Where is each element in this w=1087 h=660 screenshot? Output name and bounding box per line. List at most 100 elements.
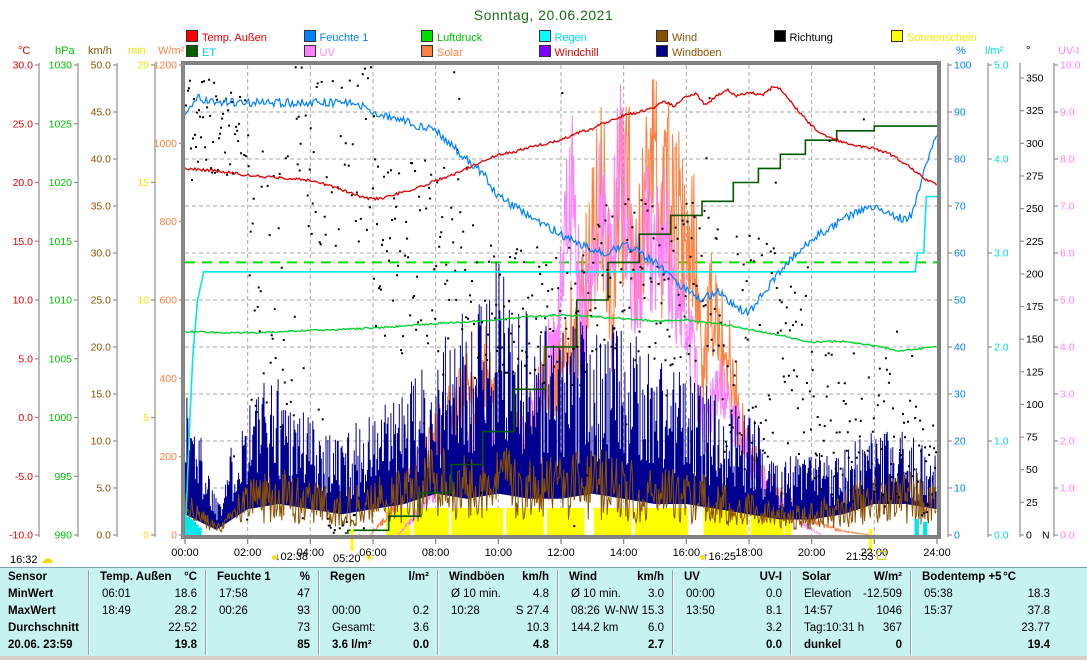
series-regen-bar (914, 519, 919, 535)
legend-item-wind: Wind (656, 30, 697, 44)
cell-time: 10:28 (451, 605, 480, 617)
sensor-summary-table: Sensor MinWert MaxWert Durchschnitt 20.06. 2… (0, 567, 1087, 657)
cell-value: 73 (297, 622, 310, 634)
svg-text:125: 125 (1026, 366, 1044, 378)
svg-text:90: 90 (954, 107, 966, 119)
sunset-time: 21:53 (846, 551, 886, 563)
cell-value: 4.8 (533, 639, 549, 651)
col-header: Windböen (449, 571, 505, 583)
cell-value: 28.2 (174, 605, 197, 617)
x-tick-label: 20:00 (798, 547, 826, 559)
x-tick-label: 16:00 (673, 547, 701, 559)
cell-value: 18.3 (1027, 588, 1050, 600)
cell-time: Tag:10:31 h (804, 622, 865, 634)
cell-time: Elevation (804, 588, 852, 600)
cell-value: 10.3 (526, 622, 549, 634)
cell-time: 13:50 (686, 605, 715, 617)
x-tick-label: 24:00 (923, 547, 951, 559)
col-unit: °C (184, 571, 197, 583)
axis-min: min 20 15 10 5 0 (128, 45, 156, 542)
svg-text:40: 40 (954, 342, 966, 354)
series-regen-bar (194, 524, 199, 535)
svg-text:0.0: 0.0 (18, 412, 33, 424)
svg-text:5.0: 5.0 (994, 60, 1009, 72)
sunrise-icon: ☀ (363, 551, 375, 565)
cell-value: 19.4 (1027, 639, 1050, 651)
series-wind (185, 447, 937, 533)
weather-chart: °C 30.0 25.0 20.0 15.0 10.0 5.0 0.0 -5.0 -10.0 hPa… (9, 45, 1081, 559)
legend-item-windchill: Windchill (538, 45, 599, 59)
x-tick-label: 00:00 (171, 547, 199, 559)
x-tick-label: 10:00 (485, 547, 513, 559)
table-column-separator (790, 570, 792, 655)
row-label: 20.06. 23:59 (8, 639, 73, 651)
axis-UVI: UV-I 10.0 9.0 8.0 7.0 6.0 5.0 4.0 3.0 2.0 1.0 0.0 (1053, 45, 1081, 542)
col-unit: W/m² (873, 571, 902, 583)
svg-text:3.0: 3.0 (994, 248, 1009, 260)
cell-time: 144.2 km (571, 622, 619, 634)
svg-text:°: ° (1026, 45, 1030, 57)
svg-text:30: 30 (954, 389, 966, 401)
arrow-down-icon: ↓ (275, 551, 281, 563)
cell-time: 00:00 (332, 605, 361, 617)
svg-text:4.0: 4.0 (994, 154, 1009, 166)
sun-axis-marker (350, 529, 354, 551)
svg-text:200: 200 (159, 451, 177, 463)
legend-swatch-icon (891, 30, 903, 42)
table-column-separator (437, 570, 439, 655)
svg-text:600: 600 (159, 295, 177, 307)
cell-value: 2.7 (648, 639, 664, 651)
x-tick-label: 12:00 (547, 547, 575, 559)
svg-text:40.0: 40.0 (91, 154, 112, 166)
svg-text:9.0: 9.0 (1060, 107, 1075, 119)
svg-text:60: 60 (954, 248, 966, 260)
svg-text:UV-I: UV-I (1058, 45, 1079, 57)
legend-item-richtung: Richtung (773, 30, 833, 44)
cell-time: 08:26 (571, 605, 600, 617)
cell-value: 6.0 (648, 622, 664, 634)
svg-text:1010: 1010 (49, 295, 73, 307)
svg-text:1000: 1000 (49, 412, 73, 424)
svg-text:75: 75 (1026, 432, 1038, 444)
svg-text:50.0: 50.0 (91, 60, 112, 72)
table-column-separator (557, 570, 559, 655)
axis-Wm: W/m² 1200 1000 800 600 400 200 0 (154, 45, 185, 542)
svg-text:45.0: 45.0 (91, 107, 112, 119)
table-column-separator (910, 570, 912, 655)
cell-value: 0 (895, 639, 902, 651)
svg-text:15: 15 (137, 177, 149, 189)
axis-lm: l/m² 5.0 4.0 3.0 2.0 1.0 0.0 (985, 45, 1009, 542)
series-regen-bar (922, 521, 928, 535)
svg-text:10: 10 (954, 483, 966, 495)
cell-value: 3.2 (766, 622, 782, 634)
svg-text:25.0: 25.0 (13, 118, 34, 130)
arrow-up-icon: ↑ (703, 551, 709, 563)
series-uv (397, 84, 822, 535)
x-tick-label: 18:00 (735, 547, 763, 559)
col-unit: km/h (637, 571, 664, 583)
svg-text:km/h: km/h (88, 45, 112, 57)
cell-value: 367 (882, 622, 902, 634)
col-header: Temp. Außen (100, 571, 172, 583)
svg-text:5.0: 5.0 (1060, 295, 1075, 307)
page-title: Sonntag, 20.06.2021 (473, 7, 614, 23)
x-tick-label: 06:00 (359, 547, 387, 559)
cell-value: W-NW 15.3 (604, 605, 664, 617)
col-header: Solar (802, 571, 831, 583)
legend-swatch-icon (421, 45, 433, 57)
x-tick-label: 04:00 (297, 547, 325, 559)
svg-text:-5.0: -5.0 (15, 471, 33, 483)
col-header: Feuchte 1 (217, 571, 271, 583)
legend-item-et: ET (186, 45, 216, 59)
legend-swatch-icon (538, 30, 551, 42)
cell-time: Ø 10 min. (451, 588, 501, 600)
svg-text:275: 275 (1026, 170, 1044, 182)
svg-text:1.0: 1.0 (994, 436, 1009, 448)
legend-item-solar: Solar (421, 45, 463, 59)
legend-swatch-icon (656, 30, 668, 42)
cell-value: 3.0 (648, 588, 664, 600)
window-bottom-edge (0, 656, 1087, 660)
svg-text:7.0: 7.0 (1060, 201, 1075, 213)
chart-legend: Temp. Außen Feuchte 1 Luftdruck Regen Wind Ri… (186, 30, 1016, 60)
svg-text:W/m²: W/m² (158, 45, 185, 57)
